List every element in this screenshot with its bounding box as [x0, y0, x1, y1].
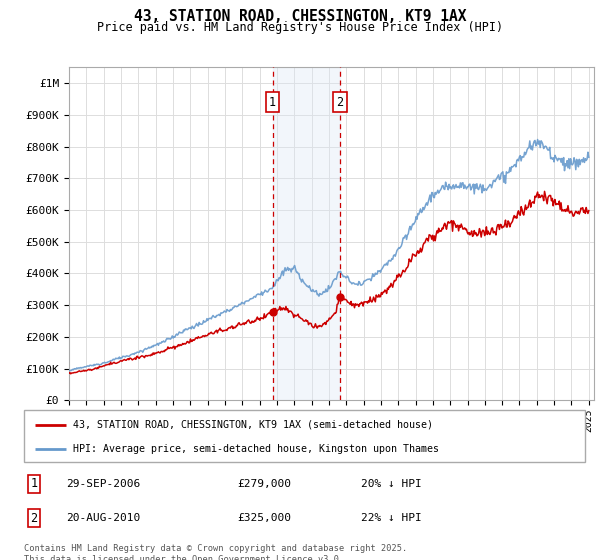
- Text: 22% ↓ HPI: 22% ↓ HPI: [361, 513, 421, 523]
- Text: 2: 2: [336, 96, 343, 109]
- Text: 1: 1: [269, 96, 276, 109]
- FancyBboxPatch shape: [24, 410, 585, 462]
- Text: 20% ↓ HPI: 20% ↓ HPI: [361, 479, 421, 489]
- Text: 43, STATION ROAD, CHESSINGTON, KT9 1AX (semi-detached house): 43, STATION ROAD, CHESSINGTON, KT9 1AX (…: [73, 419, 433, 430]
- Text: 43, STATION ROAD, CHESSINGTON, KT9 1AX: 43, STATION ROAD, CHESSINGTON, KT9 1AX: [134, 9, 466, 24]
- Text: 29-SEP-2006: 29-SEP-2006: [66, 479, 140, 489]
- Text: Contains HM Land Registry data © Crown copyright and database right 2025.
This d: Contains HM Land Registry data © Crown c…: [24, 544, 407, 560]
- Text: Price paid vs. HM Land Registry's House Price Index (HPI): Price paid vs. HM Land Registry's House …: [97, 21, 503, 34]
- Text: HPI: Average price, semi-detached house, Kingston upon Thames: HPI: Average price, semi-detached house,…: [73, 444, 439, 454]
- Text: £325,000: £325,000: [237, 513, 291, 523]
- Text: £279,000: £279,000: [237, 479, 291, 489]
- Bar: [272, 67, 340, 400]
- Text: 20-AUG-2010: 20-AUG-2010: [66, 513, 140, 523]
- Text: 2: 2: [31, 511, 38, 525]
- Text: 1: 1: [31, 477, 38, 490]
